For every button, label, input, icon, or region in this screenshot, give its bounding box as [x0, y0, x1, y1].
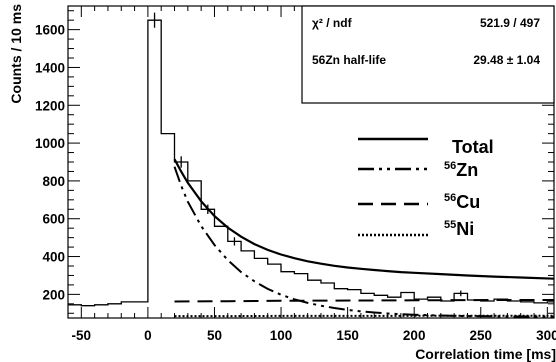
y-tick-label: 1000	[35, 136, 65, 151]
x-tick-label: 300	[536, 328, 556, 343]
fit-curve-3	[174, 299, 554, 303]
stats-chi2-label: χ² / ndf	[312, 16, 353, 30]
stats-chi2-value: 521.9 / 497	[480, 16, 540, 30]
y-axis-title: Counts / 10 ms	[8, 4, 24, 104]
x-tick-label: 200	[403, 328, 426, 343]
x-axis-title: Correlation time [ms]	[415, 346, 556, 362]
histogram	[68, 19, 554, 307]
y-tick-label: 600	[42, 212, 65, 227]
x-tick-label: -50	[72, 328, 92, 343]
x-tick-label: 250	[470, 328, 493, 343]
histogram-steps	[68, 19, 554, 307]
error-bars	[153, 12, 462, 297]
stats-halflife-value: 29.48 ± 1.04	[473, 53, 540, 67]
tick-labels: -50 0 50 100 150 200 250 300 200 400 600 800 1000 120…	[35, 23, 556, 343]
legend-label-zn56: 56Zn	[444, 160, 478, 180]
legend-label-cu56: 56Cu	[444, 192, 480, 212]
legend-label-total: Total	[452, 137, 494, 157]
x-tick-label: 150	[336, 328, 359, 343]
x-tick-label: 50	[207, 328, 222, 343]
y-tick-label: 1200	[35, 98, 65, 113]
stats-halflife-label: 56Zn half-life	[312, 53, 386, 67]
y-tick-label: 1400	[35, 60, 65, 75]
x-tick-label: 100	[270, 328, 293, 343]
y-tick-label: 800	[42, 174, 65, 189]
stats-box: χ² / ndf 521.9 / 497 56Zn half-life 29.4…	[301, 5, 555, 104]
stats-box-frame	[301, 5, 555, 104]
y-tick-label: 1600	[35, 23, 65, 38]
y-tick-label: 400	[42, 250, 65, 265]
legend-label-ni55: 55Ni	[444, 219, 474, 239]
y-tick-label: 200	[42, 287, 65, 302]
x-tick-label: 0	[144, 328, 152, 343]
legend: Total 56Zn 56Cu 55Ni	[358, 137, 494, 239]
